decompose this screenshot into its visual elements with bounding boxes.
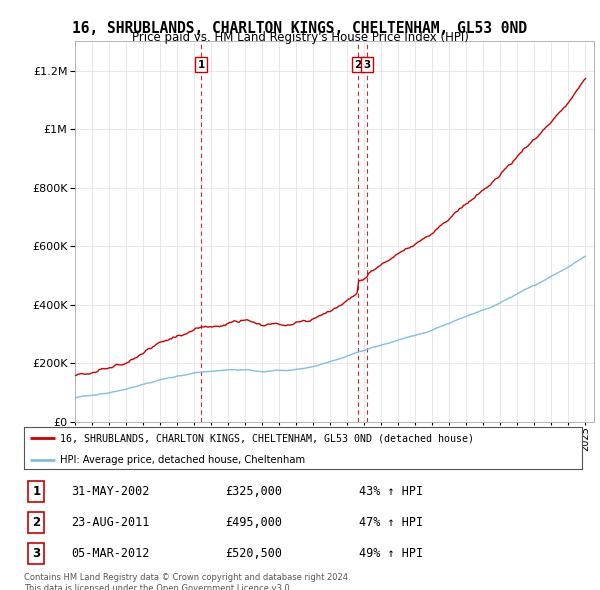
Text: Contains HM Land Registry data © Crown copyright and database right 2024.
This d: Contains HM Land Registry data © Crown c… [24,573,350,590]
Text: 1: 1 [197,60,205,70]
Text: £520,500: £520,500 [225,548,282,560]
Text: 43% ↑ HPI: 43% ↑ HPI [359,485,423,498]
Text: 16, SHRUBLANDS, CHARLTON KINGS, CHELTENHAM, GL53 0ND: 16, SHRUBLANDS, CHARLTON KINGS, CHELTENH… [73,21,527,35]
Text: £325,000: £325,000 [225,485,282,498]
Text: 49% ↑ HPI: 49% ↑ HPI [359,548,423,560]
Text: 1: 1 [32,485,40,498]
Text: 16, SHRUBLANDS, CHARLTON KINGS, CHELTENHAM, GL53 0ND (detached house): 16, SHRUBLANDS, CHARLTON KINGS, CHELTENH… [60,434,474,444]
Text: 47% ↑ HPI: 47% ↑ HPI [359,516,423,529]
Text: 05-MAR-2012: 05-MAR-2012 [71,548,150,560]
Text: 23-AUG-2011: 23-AUG-2011 [71,516,150,529]
Text: 31-MAY-2002: 31-MAY-2002 [71,485,150,498]
Text: £495,000: £495,000 [225,516,282,529]
Text: 2: 2 [355,60,362,70]
Text: 3: 3 [364,60,371,70]
Text: 2: 2 [32,516,40,529]
Text: 3: 3 [32,548,40,560]
Text: HPI: Average price, detached house, Cheltenham: HPI: Average price, detached house, Chel… [60,455,305,465]
Text: Price paid vs. HM Land Registry's House Price Index (HPI): Price paid vs. HM Land Registry's House … [131,31,469,44]
